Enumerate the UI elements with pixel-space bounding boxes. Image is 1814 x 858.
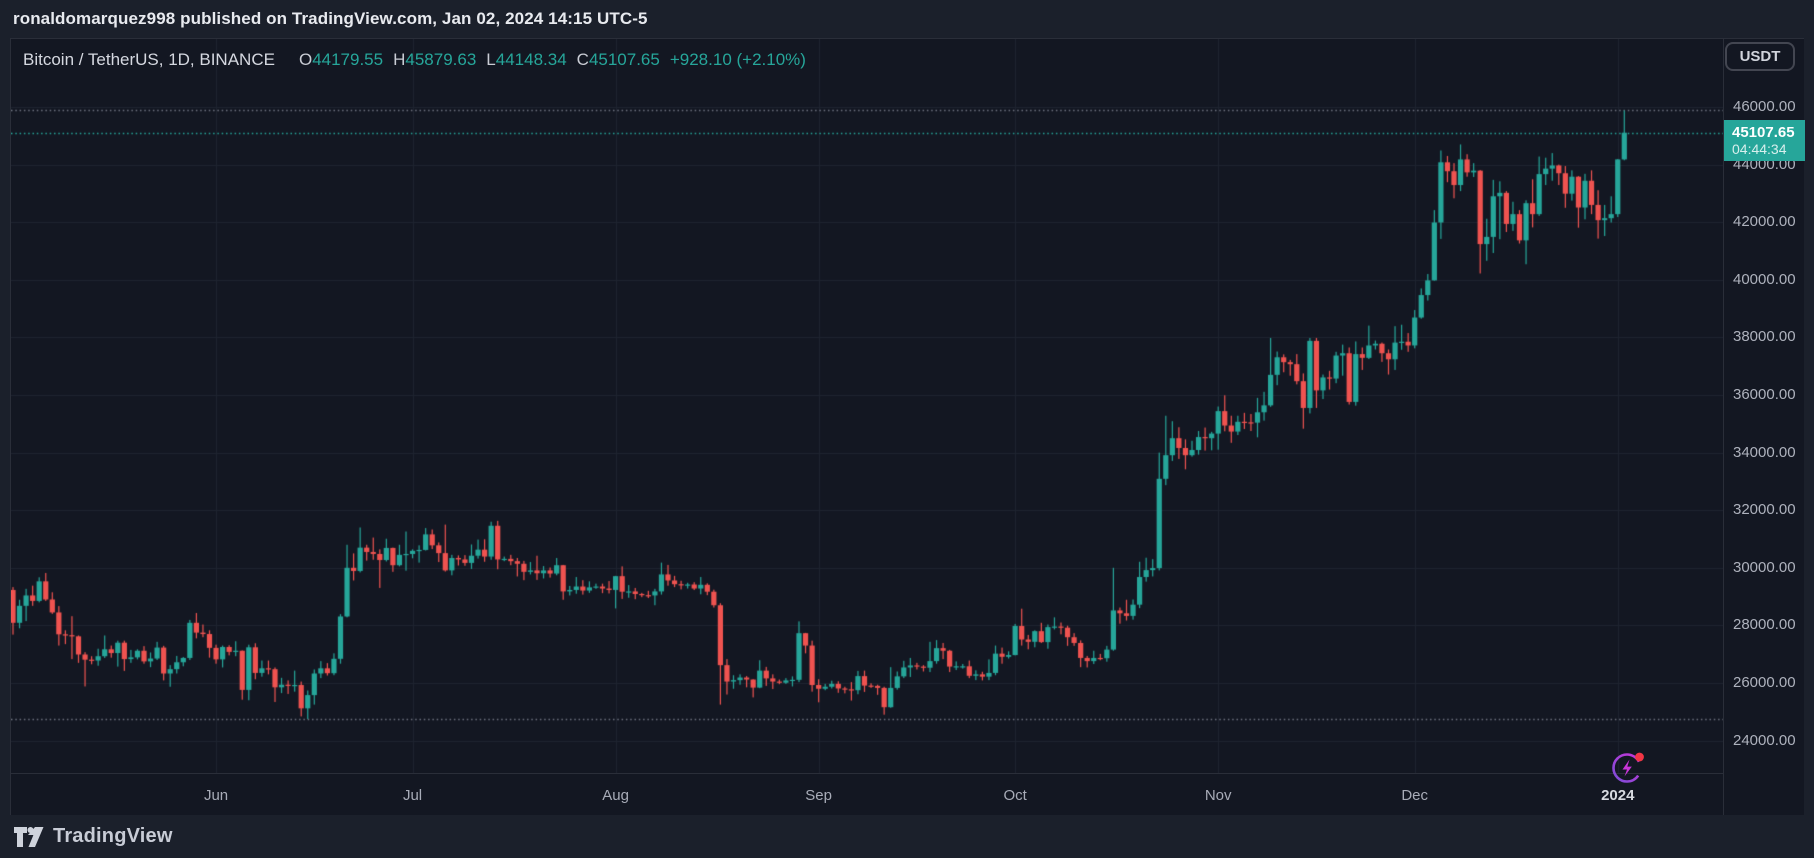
close-value: 45107.65 [588,50,660,69]
time-axis-label-2024: 2024 [1601,786,1635,804]
footer-brand-text: TradingView [53,825,173,847]
high-label: H [393,50,406,69]
lightning-bolt [1622,759,1632,777]
symbol-title: Bitcoin / TetherUS, 1D, BINANCE [23,50,275,69]
flash-ring [1612,753,1642,783]
price-axis-label: 36000.00 [1733,386,1796,403]
time-axis-label-dec: Dec [1401,786,1429,804]
open-label: O [298,50,313,69]
notification-dot [1635,752,1644,762]
price-axis-label: 24000.00 [1733,731,1796,749]
publish-text: ronaldomarquez998 published on TradingVi… [13,9,648,28]
price-axis-label: 34000.00 [1733,443,1796,461]
time-axis-label-jul: Jul [402,786,423,804]
candlestick-chart-canvas[interactable] [11,39,1723,773]
time-axis-label-oct: Oct [1003,786,1027,804]
currency-toggle-button[interactable]: USDT [1725,42,1795,71]
last-price-value: 45107.65 [1732,123,1795,141]
price-axis-label: 26000.00 [1733,674,1796,691]
chart-legend: Bitcoin / TetherUS, 1D, BINANCE O44179.55… [23,50,806,70]
price-axis-label: 28000.00 [1733,616,1796,634]
change-value: +928.10 (+2.10%) [669,50,806,69]
flash-lightning-icon[interactable] [1607,747,1651,787]
price-axis-label: 32000.00 [1733,501,1796,519]
price-axis-label: 42000.00 [1733,213,1796,231]
low-value: 44148.34 [495,50,567,69]
open-value: 44179.55 [312,50,384,69]
close-label: C [576,50,589,69]
price-axis-label: 38000.00 [1733,328,1796,346]
chart-frame: Bitcoin / TetherUS, 1D, BINANCE O44179.55… [10,38,1805,815]
tradingview-logo-icon[interactable] [14,826,44,847]
last-price-tag: 45107.65 04:44:34 [1724,120,1805,161]
footer-bar: TradingView [0,815,1814,858]
bar-countdown: 04:44:34 [1732,141,1787,158]
high-value: 45879.63 [405,50,477,69]
time-axis-label-aug: Aug [602,786,629,804]
time-axis-label-jun: Jun [203,786,229,804]
time-axis-label-sep: Sep [805,786,832,804]
publish-bar: ronaldomarquez998 published on TradingVi… [0,0,1814,38]
time-axis-label-nov: Nov [1204,786,1232,804]
price-axis-label: 46000.00 [1733,98,1796,115]
price-axis-label: 30000.00 [1733,558,1796,576]
low-label: L [486,50,496,69]
price-axis-label: 40000.00 [1733,270,1796,288]
time-axis[interactable]: Jun Jul Aug Sep Oct Nov Dec 2024 [11,773,1723,815]
currency-toggle-label: USDT [1739,48,1781,65]
price-axis[interactable]: 45107.65 04:44:34 46000.00 44000.00 42000.… [1723,39,1805,815]
